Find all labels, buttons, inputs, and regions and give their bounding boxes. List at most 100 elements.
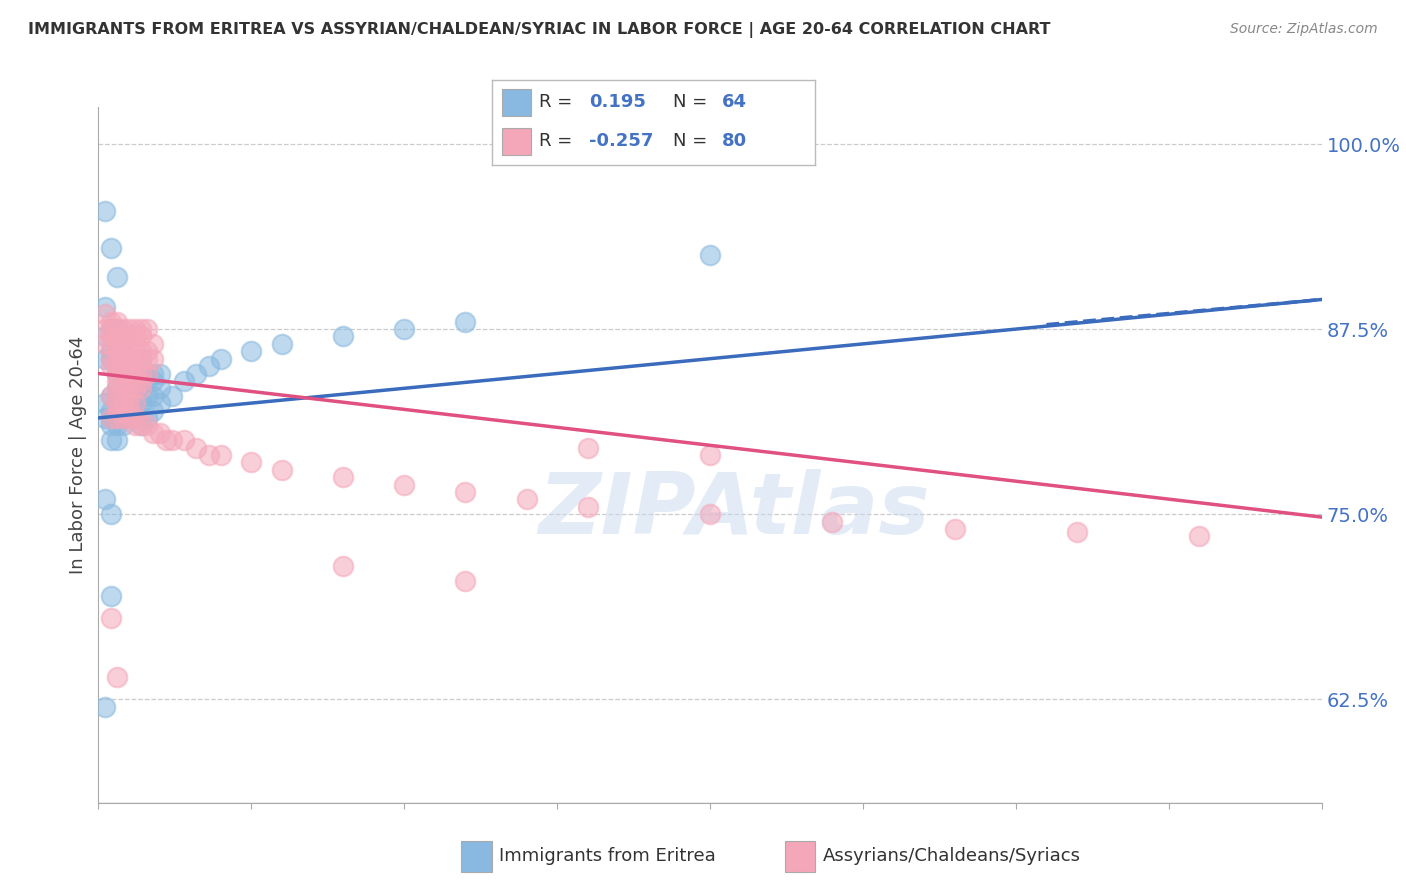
Point [105,315,128,329]
Point [454,315,477,329]
Point [129,418,152,433]
Point [105,670,128,684]
Text: 80: 80 [721,132,747,150]
Point [129,322,152,336]
Point [100,389,122,403]
Point [136,367,159,381]
Point [111,367,134,381]
Point [111,403,134,417]
Point [100,329,122,343]
Point [209,448,232,462]
Text: IMMIGRANTS FROM ERITREA VS ASSYRIAN/CHALDEAN/SYRIAC IN LABOR FORCE | AGE 20-64 C: IMMIGRANTS FROM ERITREA VS ASSYRIAN/CHAL… [28,22,1050,38]
Point [270,463,292,477]
Point [124,359,146,373]
Bar [502,128,531,155]
Point [100,389,122,403]
Text: ZIPAtlas: ZIPAtlas [538,469,931,552]
Point [118,367,141,381]
Point [240,344,263,359]
Text: Assyrians/Chaldeans/Syriacs: Assyrians/Chaldeans/Syriacs [823,847,1080,865]
Point [100,411,122,425]
Point [100,337,122,351]
Point [332,470,354,484]
Point [173,433,195,447]
Point [576,441,599,455]
Point [100,351,122,366]
Point [173,374,195,388]
Point [124,381,146,395]
Point [142,337,165,351]
Point [100,507,122,521]
Point [93,322,115,336]
Point [111,337,134,351]
Point [129,344,152,359]
Point [105,367,128,381]
Point [105,389,128,403]
Point [100,322,122,336]
Point [105,381,128,395]
Text: R =: R = [538,94,572,112]
Point [105,411,128,425]
Point [118,351,141,366]
Point [118,374,141,388]
Point [105,322,128,336]
Point [111,351,134,366]
Point [129,367,152,381]
Point [93,329,115,343]
Point [142,374,165,388]
Point [197,448,219,462]
Point [124,337,146,351]
Point [105,396,128,410]
Point [454,484,477,499]
Point [100,418,122,433]
Point [124,329,146,343]
Point [105,344,128,359]
Point [118,396,141,410]
Text: Immigrants from Eritrea: Immigrants from Eritrea [499,847,716,865]
Point [105,381,128,395]
Point [105,411,128,425]
Point [111,359,134,373]
Point [105,418,128,433]
Point [93,699,115,714]
Point [111,411,134,425]
Point [111,374,134,388]
Point [186,367,208,381]
Point [155,433,177,447]
Point [93,396,115,410]
Point [136,351,159,366]
Point [100,433,122,447]
Point [105,322,128,336]
Point [118,381,141,395]
Point [1066,524,1088,539]
Point [160,433,183,447]
Point [129,367,152,381]
Point [118,359,141,373]
Point [118,403,141,417]
Point [118,396,141,410]
Point [111,396,134,410]
Point [93,203,115,218]
Point [142,351,165,366]
Point [699,507,721,521]
Point [129,396,152,410]
Point [93,307,115,321]
Y-axis label: In Labor Force | Age 20-64: In Labor Force | Age 20-64 [69,335,87,574]
Point [105,351,128,366]
Point [111,374,134,388]
Point [111,367,134,381]
Point [111,344,134,359]
Point [105,359,128,373]
Point [93,300,115,314]
Text: N =: N = [673,94,707,112]
Point [129,381,152,395]
Point [943,522,966,536]
Point [240,455,263,469]
Text: N =: N = [673,132,707,150]
Point [118,322,141,336]
Point [93,492,115,507]
Point [149,396,172,410]
Point [111,329,134,343]
Point [111,322,134,336]
Point [111,418,134,433]
